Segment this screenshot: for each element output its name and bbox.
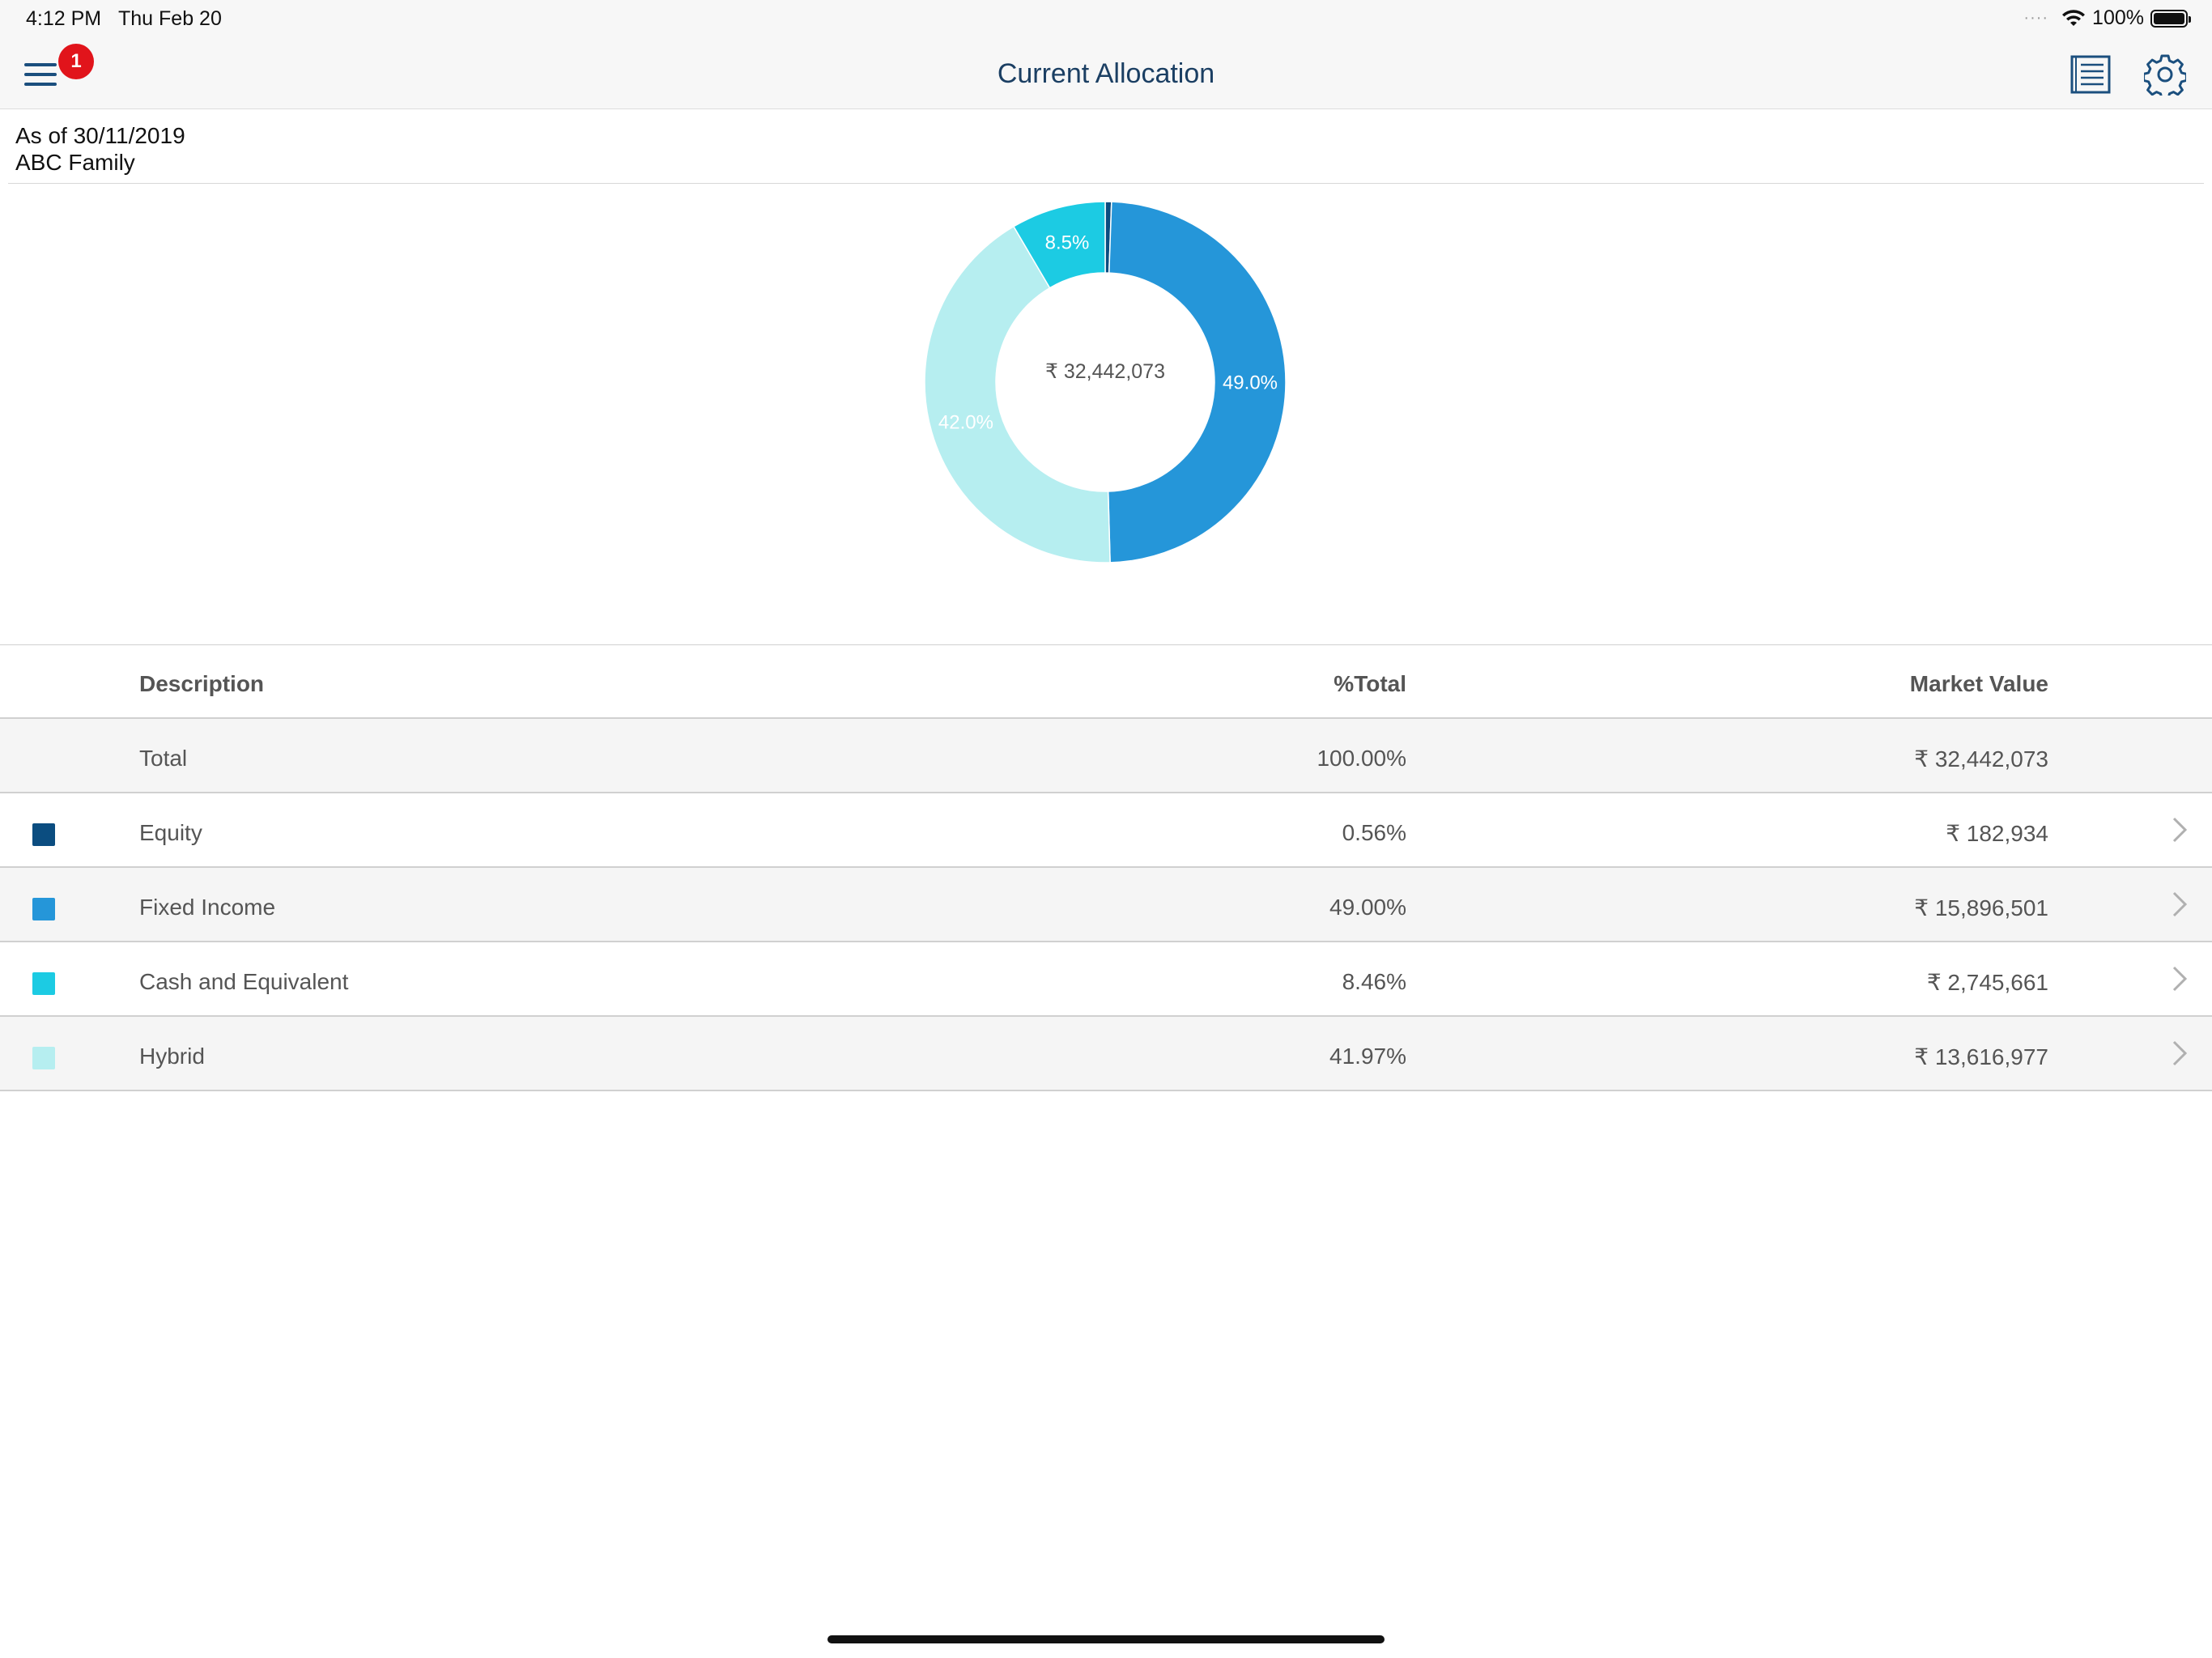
- row-description: Equity: [139, 820, 202, 845]
- donut-slice-label: 8.5%: [1045, 232, 1090, 253]
- total-row: Total 100.00% ₹ 32,442,073: [0, 719, 2212, 793]
- legend-swatch-equity: [32, 823, 55, 846]
- status-bar: 4:12 PM Thu Feb 20 ···· 100%: [0, 0, 2212, 39]
- donut-center-total: ₹ 32,442,073: [1045, 360, 1165, 383]
- row-description: Cash and Equivalent: [139, 969, 349, 994]
- donut-slice-cash-and-equivalent: [1012, 201, 1106, 289]
- allocation-donut-chart: 49.0% 42.0% 8.5% ₹ 32,442,073: [924, 201, 1287, 563]
- menu-line: [24, 83, 57, 86]
- row-description: Fixed Income: [139, 895, 276, 920]
- legend-swatch-cash: [32, 972, 55, 995]
- status-date: Thu Feb 20: [118, 7, 222, 30]
- battery-icon: [2150, 9, 2191, 28]
- row-pct-total: 0.56%: [1342, 820, 1406, 845]
- nav-bar: Current Allocation 1: [0, 39, 2212, 109]
- total-pct: 100.00%: [1317, 746, 1406, 771]
- status-time: 4:12 PM: [26, 7, 102, 30]
- donut-slice-label: 42.0%: [938, 411, 993, 433]
- donut-slice-fixed-income: [1107, 201, 1287, 563]
- page-title: Current Allocation: [997, 58, 1215, 89]
- chevron-right-icon[interactable]: [2172, 891, 2188, 918]
- battery-percent: 100%: [2092, 6, 2144, 29]
- row-pct-total: 41.97%: [1329, 1044, 1406, 1069]
- chevron-right-icon[interactable]: [2172, 965, 2188, 993]
- signal-dots: ····: [2023, 9, 2049, 27]
- as-of-date: As of 30/11/2019: [15, 123, 185, 148]
- header-pct-total: %Total: [1334, 671, 1406, 696]
- table-row-fixed-income[interactable]: Fixed Income 49.00% ₹ 15,896,501: [0, 868, 2212, 942]
- chevron-right-icon[interactable]: [2172, 1039, 2188, 1067]
- status-right: ···· 100%: [2023, 6, 2191, 30]
- hamburger-menu-button[interactable]: [24, 58, 62, 91]
- report-list-icon[interactable]: [2069, 53, 2112, 96]
- total-label: Total: [139, 746, 188, 771]
- row-pct-total: 8.46%: [1342, 969, 1406, 994]
- total-market-value: ₹ 32,442,073: [1914, 746, 2048, 772]
- table-row-cash[interactable]: Cash and Equivalent 8.46% ₹ 2,745,661: [0, 942, 2212, 1017]
- row-market-value: ₹ 13,616,977: [1914, 1044, 2048, 1069]
- row-description: Hybrid: [139, 1044, 205, 1069]
- table-header: Description %Total Market Value: [0, 644, 2212, 719]
- header-description: Description: [139, 671, 265, 696]
- menu-line: [24, 63, 57, 66]
- wifi-icon: [2062, 9, 2086, 26]
- row-market-value: ₹ 2,745,661: [1926, 970, 2048, 995]
- notification-badge: 1: [58, 44, 94, 79]
- table-row-equity[interactable]: Equity 0.56% ₹ 182,934: [0, 793, 2212, 868]
- table-row-hybrid[interactable]: Hybrid 41.97% ₹ 13,616,977: [0, 1017, 2212, 1091]
- table-top-border: [0, 644, 2212, 645]
- chevron-right-icon[interactable]: [2172, 816, 2188, 844]
- home-indicator[interactable]: [827, 1635, 1385, 1643]
- donut-slice-hybrid: [924, 225, 1111, 563]
- menu-line: [24, 73, 57, 76]
- legend-swatch-fixed-income: [32, 898, 55, 920]
- row-market-value: ₹ 15,896,501: [1914, 895, 2048, 920]
- row-market-value: ₹ 182,934: [1946, 821, 2048, 846]
- row-pct-total: 49.00%: [1329, 895, 1406, 920]
- divider: [8, 183, 2204, 184]
- legend-swatch-hybrid: [32, 1047, 55, 1069]
- family-name: ABC Family: [15, 150, 135, 175]
- header-market-value: Market Value: [1909, 671, 2048, 696]
- settings-gear-icon[interactable]: [2144, 53, 2186, 96]
- donut-slice-label: 49.0%: [1223, 372, 1278, 394]
